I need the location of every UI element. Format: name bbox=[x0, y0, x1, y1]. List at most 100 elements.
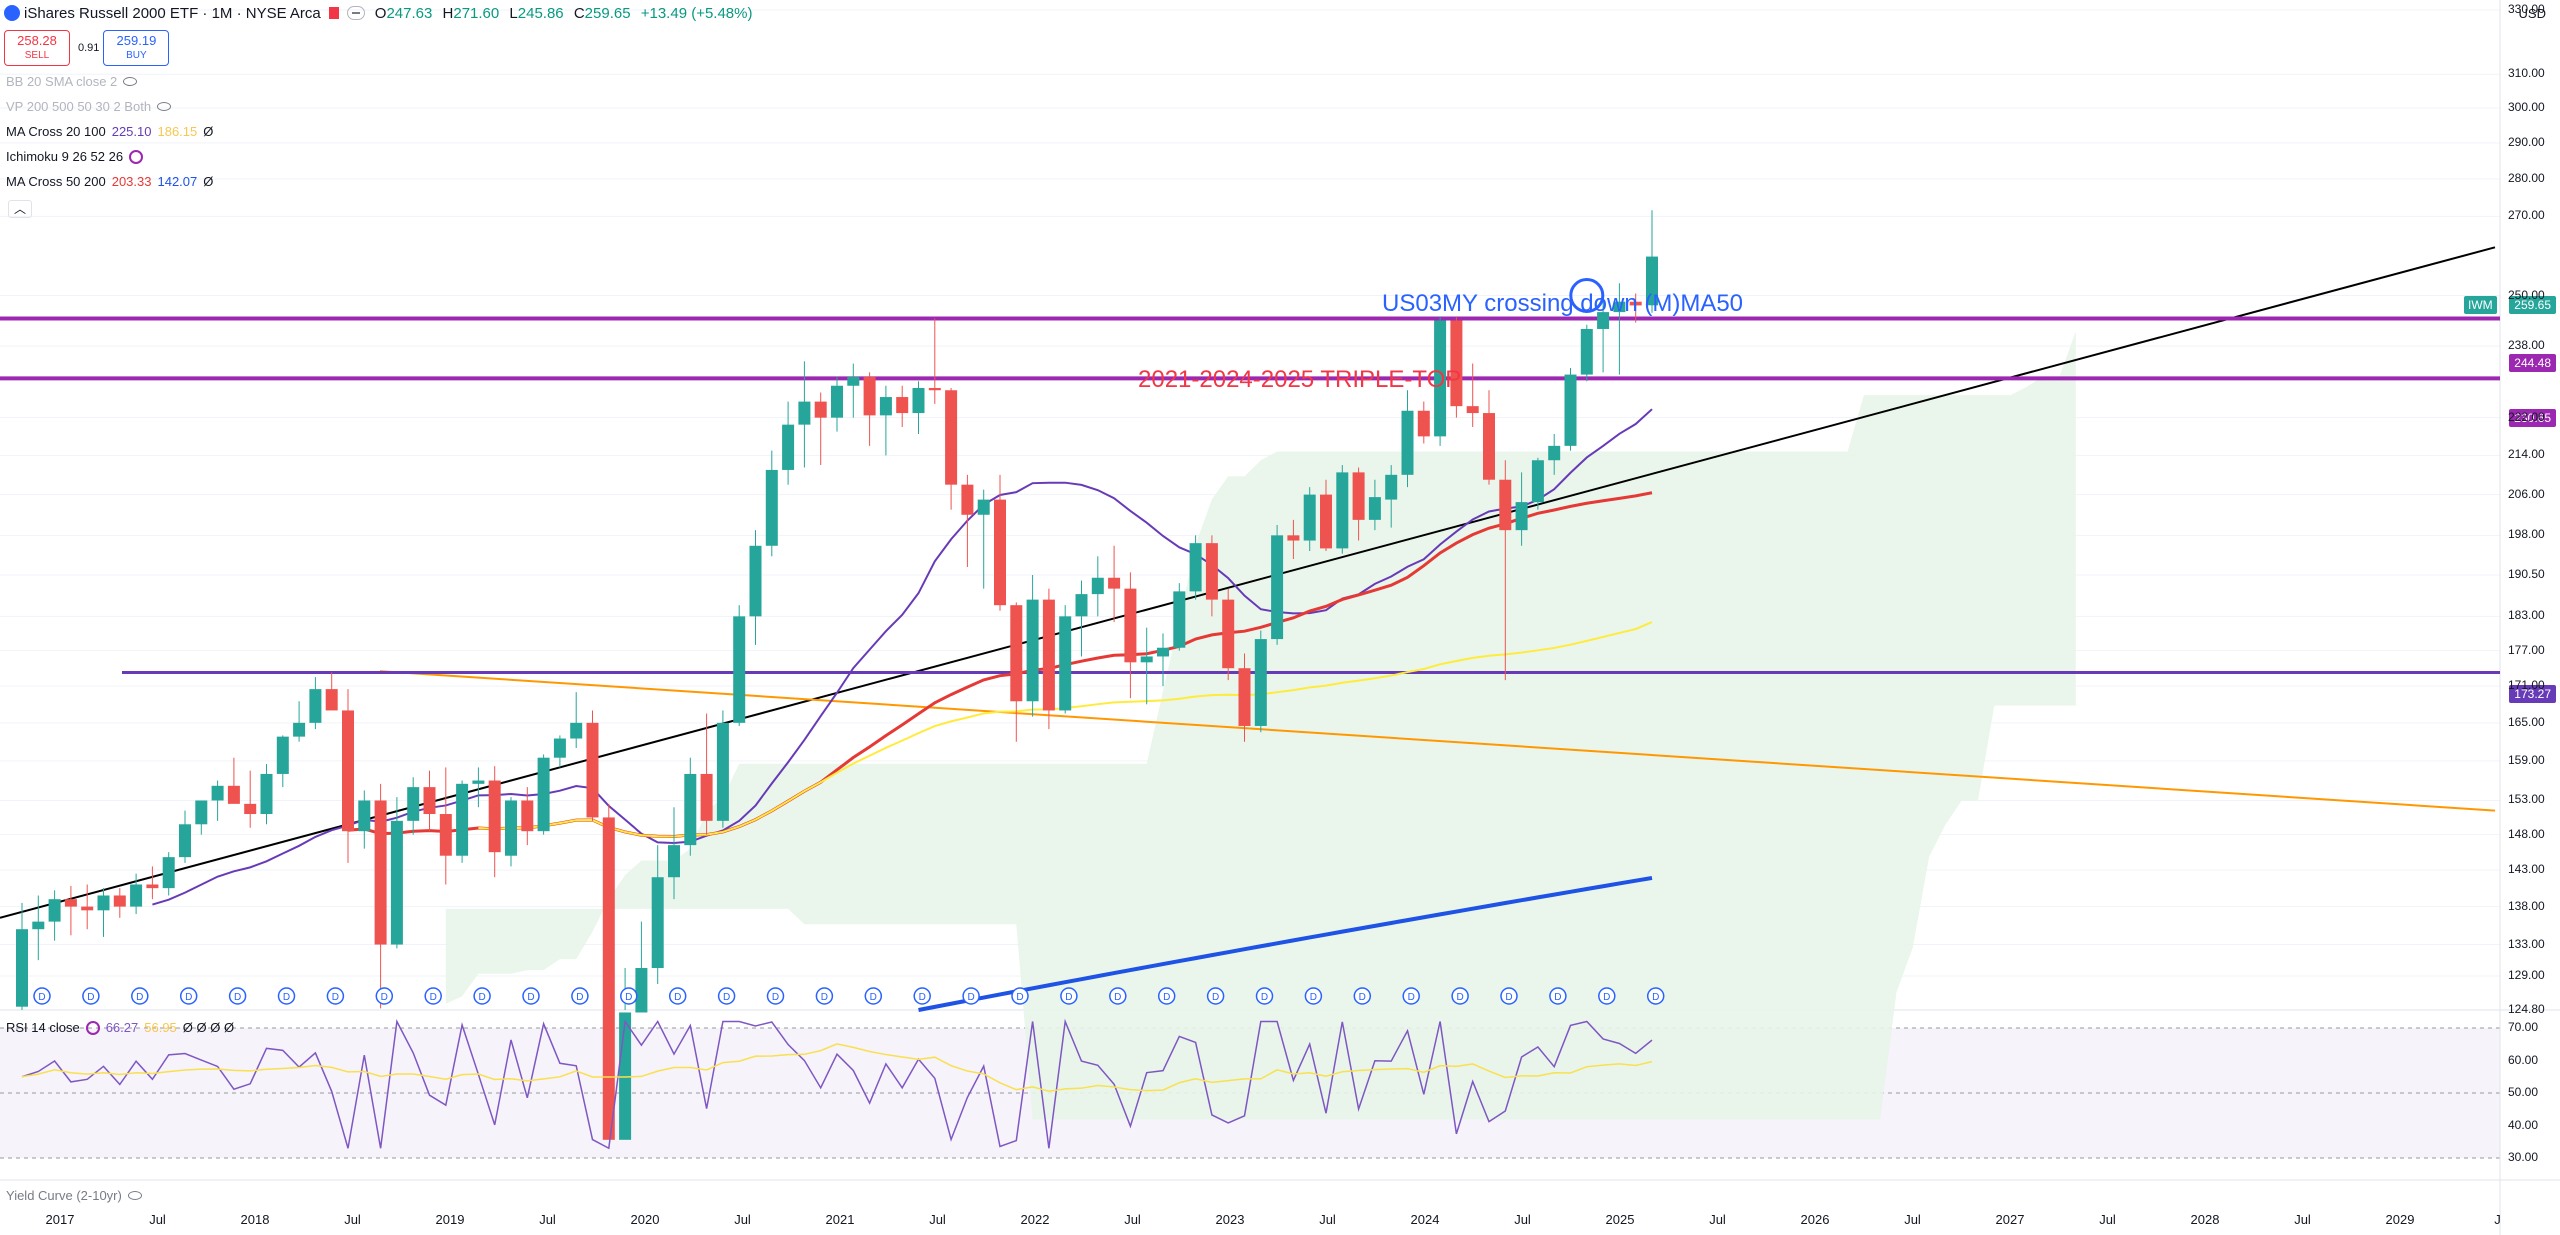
hidden-eye-icon[interactable] bbox=[157, 102, 172, 111]
time-tick-label: Jul bbox=[149, 1212, 166, 1227]
dividend-marker bbox=[1549, 987, 1567, 1005]
indicator-vp[interactable]: VP 200 500 50 30 2 Both bbox=[6, 99, 172, 114]
candle-body bbox=[130, 884, 143, 907]
candle-body bbox=[635, 968, 648, 1013]
candle-body bbox=[765, 469, 778, 546]
dividend-marker-label: D bbox=[1163, 992, 1170, 1003]
dividend-marker bbox=[620, 987, 638, 1005]
dividend-marker bbox=[375, 987, 394, 1005]
time-tick-label: Jul bbox=[539, 1212, 556, 1227]
dividend-marker-label: D bbox=[1016, 992, 1023, 1003]
candle-body bbox=[1124, 588, 1137, 663]
price-tick-label: 280.00 bbox=[2508, 170, 2545, 185]
candle-body bbox=[211, 785, 224, 801]
more-options-icon[interactable] bbox=[346, 6, 365, 20]
currency-label[interactable]: USD bbox=[2518, 6, 2546, 21]
price-tick-label: 206.00 bbox=[2508, 486, 2545, 501]
time-tick-label: 2029 bbox=[2385, 1212, 2415, 1227]
sell-button[interactable]: 258.28 SELL bbox=[4, 30, 70, 66]
rsi-settings-icon[interactable] bbox=[85, 1020, 100, 1035]
candle-body bbox=[195, 800, 208, 825]
rsi-line bbox=[21, 1018, 1653, 1150]
indicator-ma-cross-50-200[interactable]: MA Cross 50 200 203.33 142.07 Ø bbox=[6, 174, 214, 189]
candle-body bbox=[684, 773, 697, 846]
dividend-marker-label: D bbox=[430, 992, 437, 1003]
candle-body bbox=[912, 387, 925, 414]
candle-body bbox=[227, 785, 240, 804]
dividend-marker-label: D bbox=[1359, 992, 1366, 1003]
candle-body bbox=[945, 390, 958, 485]
candle-body bbox=[1222, 599, 1235, 669]
indicator-bb[interactable]: BB 20 SMA close 2 bbox=[6, 74, 138, 89]
rsi-tick-label: 30.00 bbox=[2508, 1150, 2539, 1164]
candle-body bbox=[1466, 406, 1479, 414]
candle-body bbox=[1434, 320, 1447, 437]
ma20-line bbox=[152, 408, 1653, 906]
time-tick-label: Jul bbox=[1904, 1212, 1921, 1227]
price-tick-label: 124.80 bbox=[2508, 1002, 2545, 1016]
ohlc-readout: O247.63 H271.60 L245.86 C259.65 +13.49 (… bbox=[374, 4, 753, 22]
dividend-marker-label: D bbox=[674, 992, 681, 1003]
price-tick-label: 143.00 bbox=[2508, 862, 2545, 876]
rsi-tick-label: 50.00 bbox=[2508, 1085, 2539, 1099]
hidden-eye-icon[interactable] bbox=[123, 77, 138, 86]
candle-body bbox=[1108, 577, 1121, 589]
time-tick-label: J bbox=[2494, 1212, 2501, 1227]
dividend-marker bbox=[1646, 987, 1665, 1005]
candle-body bbox=[814, 401, 827, 418]
candle-body bbox=[325, 689, 338, 711]
candle-body bbox=[553, 738, 566, 758]
indicator-ma-cross-20-100[interactable]: MA Cross 20 100 225.10 186.15 Ø bbox=[6, 124, 214, 139]
candle-body bbox=[32, 921, 45, 930]
candle-body bbox=[472, 780, 485, 784]
dividend-marker-label: D bbox=[772, 992, 779, 1003]
candle-body bbox=[407, 787, 420, 821]
level-badge-244: 244.48 bbox=[2509, 354, 2556, 372]
time-tick-label: 2018 bbox=[240, 1212, 270, 1227]
dividend-marker bbox=[82, 987, 100, 1005]
candle-body bbox=[48, 899, 61, 922]
candle-body bbox=[1646, 256, 1658, 306]
candle-body bbox=[1368, 497, 1381, 520]
rsi-legend[interactable]: RSI 14 close 66.27 56.95 Ø Ø Ø Ø bbox=[6, 1020, 235, 1035]
buy-button[interactable]: 259.19 BUY bbox=[103, 30, 170, 66]
price-tick-label: 153.00 bbox=[2508, 792, 2545, 807]
yield-curve-legend[interactable]: Yield Curve (2-10yr) bbox=[6, 1188, 142, 1203]
dividend-marker bbox=[1109, 987, 1127, 1005]
hidden-eye-icon[interactable] bbox=[127, 1191, 142, 1200]
trade-panel: 258.28 SELL 0.91 259.19 BUY bbox=[4, 30, 170, 66]
time-tick-label: 2020 bbox=[630, 1212, 660, 1227]
annotation-triple-top[interactable]: 2021-2024-2025 TRIPLE-TOP bbox=[1138, 366, 1462, 393]
candle-body bbox=[1531, 460, 1544, 503]
candle-body bbox=[1417, 410, 1430, 437]
price-tick-label: 165.00 bbox=[2508, 714, 2545, 729]
candle-body bbox=[1205, 543, 1218, 600]
candle-body bbox=[358, 800, 371, 832]
symbol-title[interactable]: iShares Russell 2000 ETF · 1M · NYSE Arc… bbox=[24, 4, 321, 22]
dividend-marker bbox=[1255, 987, 1274, 1005]
dividend-marker-label: D bbox=[332, 992, 339, 1003]
time-tick-label: Jul bbox=[344, 1212, 361, 1227]
dividend-marker bbox=[864, 987, 883, 1005]
dividend-marker-label: D bbox=[1114, 992, 1121, 1003]
candle-body bbox=[749, 545, 762, 617]
symbol-logo-icon bbox=[4, 5, 20, 21]
candle-body bbox=[1157, 647, 1169, 657]
price-tick-label: 310.00 bbox=[2508, 66, 2545, 81]
dividend-marker bbox=[1500, 987, 1518, 1005]
ichimoku-icon bbox=[129, 149, 144, 164]
dividend-marker bbox=[1451, 987, 1469, 1005]
market-status-icon bbox=[328, 7, 339, 19]
dividend-marker-label: D bbox=[967, 992, 974, 1003]
collapse-legend-button[interactable]: ︿ bbox=[8, 200, 32, 218]
dividend-marker bbox=[1011, 987, 1029, 1005]
candle-body bbox=[81, 906, 94, 911]
annotation-us03my[interactable]: US03MY crossing down (M)MA50 bbox=[1382, 290, 1744, 317]
price-tick-label: 183.00 bbox=[2508, 608, 2545, 623]
candle-body bbox=[1499, 479, 1512, 531]
indicator-ichimoku[interactable]: Ichimoku 9 26 52 26 bbox=[6, 149, 144, 164]
time-tick-label: 2022 bbox=[1020, 1212, 1050, 1227]
dividend-marker-label: D bbox=[185, 992, 192, 1003]
price-tick-label: 190.50 bbox=[2508, 567, 2545, 582]
